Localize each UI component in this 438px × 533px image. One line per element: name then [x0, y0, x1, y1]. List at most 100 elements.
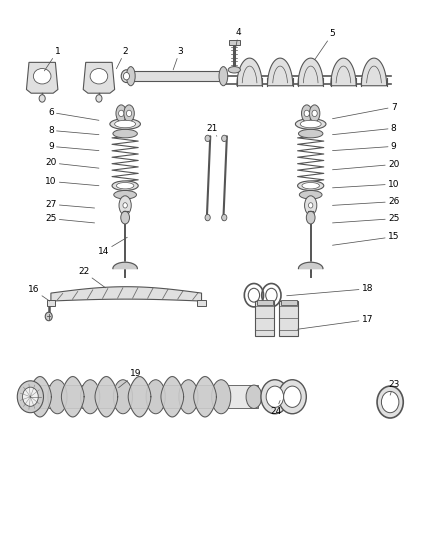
Ellipse shape: [81, 379, 100, 414]
Circle shape: [261, 379, 289, 414]
Text: 20: 20: [332, 160, 399, 169]
Ellipse shape: [124, 105, 134, 122]
Circle shape: [308, 203, 313, 208]
Text: 27: 27: [45, 200, 95, 209]
Ellipse shape: [117, 182, 134, 189]
Circle shape: [222, 214, 227, 221]
Circle shape: [119, 110, 124, 117]
Text: 21: 21: [207, 124, 218, 136]
Bar: [35, 385, 258, 408]
Polygon shape: [128, 376, 151, 417]
Text: 16: 16: [28, 285, 49, 301]
Polygon shape: [298, 262, 323, 269]
Circle shape: [96, 95, 102, 102]
Polygon shape: [237, 58, 262, 86]
Text: 17: 17: [297, 315, 373, 329]
Bar: [279, 301, 298, 336]
Bar: [255, 301, 275, 336]
Circle shape: [381, 391, 399, 413]
Polygon shape: [331, 58, 356, 86]
Ellipse shape: [246, 385, 262, 408]
Text: 4: 4: [234, 28, 241, 55]
Text: 24: 24: [270, 400, 281, 416]
Ellipse shape: [306, 211, 315, 224]
Circle shape: [39, 95, 45, 102]
Circle shape: [205, 135, 210, 142]
Polygon shape: [61, 376, 84, 417]
Ellipse shape: [304, 196, 317, 215]
Polygon shape: [268, 58, 293, 86]
Ellipse shape: [121, 211, 130, 224]
Bar: [257, 300, 273, 305]
Text: 9: 9: [48, 142, 99, 151]
Polygon shape: [361, 58, 387, 86]
Ellipse shape: [228, 67, 240, 73]
Ellipse shape: [90, 69, 108, 84]
Ellipse shape: [113, 379, 133, 414]
Text: 14: 14: [98, 237, 127, 256]
Circle shape: [377, 386, 403, 418]
Ellipse shape: [301, 105, 312, 122]
Text: 5: 5: [315, 29, 336, 59]
Text: 7: 7: [332, 102, 396, 119]
Text: 6: 6: [48, 108, 99, 120]
Ellipse shape: [119, 196, 131, 215]
Text: 20: 20: [45, 158, 99, 168]
Circle shape: [304, 110, 309, 117]
Circle shape: [222, 135, 227, 142]
Polygon shape: [95, 376, 118, 417]
Ellipse shape: [33, 69, 51, 84]
Polygon shape: [194, 376, 216, 417]
Ellipse shape: [146, 379, 165, 414]
Ellipse shape: [219, 67, 228, 86]
Ellipse shape: [299, 190, 322, 199]
Polygon shape: [131, 71, 223, 82]
Circle shape: [312, 110, 317, 117]
Text: 25: 25: [332, 214, 399, 223]
Circle shape: [266, 386, 284, 407]
Ellipse shape: [298, 130, 323, 138]
Circle shape: [17, 381, 43, 413]
Text: 9: 9: [332, 142, 396, 151]
Circle shape: [127, 110, 132, 117]
Ellipse shape: [127, 67, 135, 86]
Ellipse shape: [297, 181, 324, 190]
Text: 2: 2: [117, 47, 128, 69]
Text: 8: 8: [48, 126, 99, 135]
Ellipse shape: [110, 119, 141, 130]
Ellipse shape: [112, 181, 138, 190]
Ellipse shape: [115, 120, 136, 128]
Bar: [229, 40, 240, 45]
Text: 22: 22: [78, 268, 106, 288]
Text: 10: 10: [332, 180, 399, 189]
Ellipse shape: [179, 379, 198, 414]
Circle shape: [121, 70, 132, 83]
Ellipse shape: [114, 190, 137, 199]
Text: 3: 3: [173, 47, 183, 70]
Ellipse shape: [116, 105, 127, 122]
Polygon shape: [51, 287, 201, 301]
Bar: [281, 300, 297, 305]
Text: 18: 18: [287, 284, 373, 296]
Ellipse shape: [48, 379, 67, 414]
Text: 19: 19: [119, 369, 142, 387]
Text: 25: 25: [45, 214, 95, 223]
Bar: [46, 300, 55, 306]
Ellipse shape: [295, 119, 326, 130]
Ellipse shape: [113, 130, 138, 138]
Ellipse shape: [212, 379, 231, 414]
Bar: [197, 300, 206, 306]
Text: 1: 1: [44, 47, 60, 71]
Polygon shape: [113, 262, 138, 269]
Polygon shape: [83, 62, 115, 93]
Circle shape: [205, 214, 210, 221]
Circle shape: [45, 312, 52, 321]
Circle shape: [22, 387, 38, 406]
Polygon shape: [26, 62, 58, 93]
Circle shape: [124, 72, 130, 80]
Circle shape: [123, 203, 127, 208]
Text: 15: 15: [332, 232, 399, 245]
Ellipse shape: [309, 105, 320, 122]
Text: 10: 10: [45, 177, 99, 186]
Text: 26: 26: [332, 197, 399, 206]
